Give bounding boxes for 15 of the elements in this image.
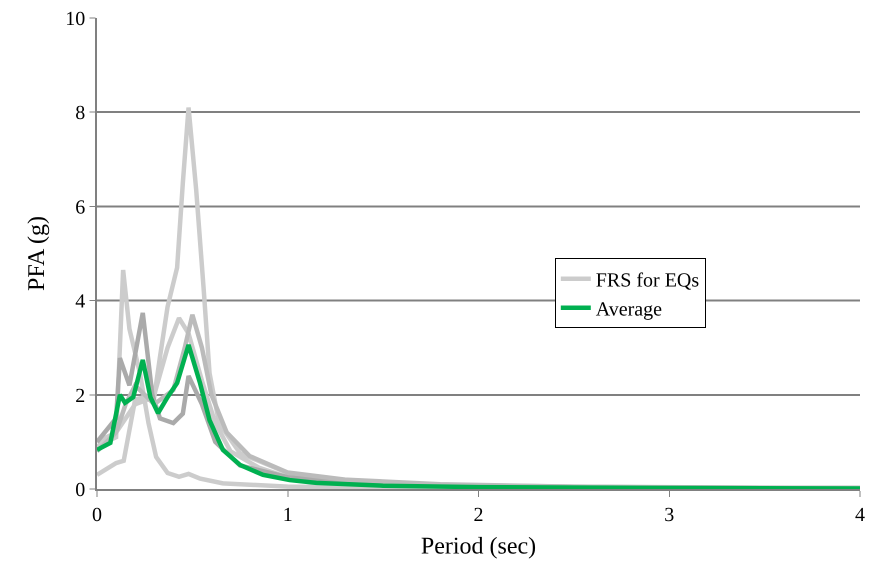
y-tick-label: 4 [75,290,86,313]
y-tick-label: 2 [75,384,86,407]
y-tick-label: 0 [75,479,86,501]
x-tick-label: 0 [92,504,102,526]
y-axis-title: PFA (g) [24,216,50,291]
y-tick-label: 6 [75,196,86,218]
legend-label: FRS for EQs [596,270,700,292]
legend-label: Average [596,298,662,321]
y-tick-label: 10 [65,8,86,30]
x-tick-label: 3 [664,504,674,526]
x-tick-label: 4 [855,504,865,526]
x-tick-label: 1 [282,504,293,526]
x-axis-title: Period (sec) [420,534,536,560]
x-tick-label: 2 [474,504,484,526]
y-tick-label: 8 [75,102,86,124]
